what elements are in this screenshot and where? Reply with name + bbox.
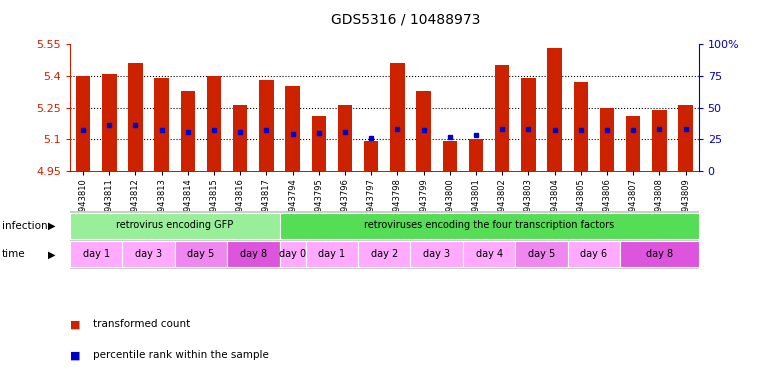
Bar [227,242,279,267]
Bar [306,242,358,267]
Text: day 5: day 5 [528,249,555,259]
Text: day 5: day 5 [187,249,215,259]
Bar [626,116,640,171]
Bar [175,242,227,267]
Bar [70,213,279,238]
Text: day 0: day 0 [279,249,306,259]
Bar [76,76,91,171]
Text: ■: ■ [70,350,81,360]
Text: day 3: day 3 [423,249,451,259]
Bar [70,242,123,267]
Bar [260,80,274,171]
Text: ▶: ▶ [48,220,56,231]
Bar [547,48,562,171]
Bar [574,82,588,171]
Bar [279,213,699,238]
Text: time: time [2,249,25,260]
Text: percentile rank within the sample: percentile rank within the sample [93,350,269,360]
Bar [338,106,352,171]
Bar [678,106,693,171]
Text: GDS5316 / 10488973: GDS5316 / 10488973 [331,13,480,27]
Bar [233,106,247,171]
Bar [521,78,536,171]
Bar [600,108,614,171]
Bar [207,76,221,171]
Bar [123,242,175,267]
Bar [416,91,431,171]
Bar [180,91,195,171]
Text: day 6: day 6 [581,249,607,259]
Bar [129,63,143,171]
Bar [154,78,169,171]
Bar [515,242,568,267]
Text: day 1: day 1 [83,249,110,259]
Text: day 4: day 4 [476,249,502,259]
Text: day 1: day 1 [318,249,345,259]
Bar [279,242,306,267]
Text: day 2: day 2 [371,249,398,259]
Bar [285,86,300,171]
Bar [469,139,483,171]
Bar [311,116,326,171]
Bar [102,74,116,171]
Bar [652,109,667,171]
Bar [495,65,509,171]
Bar [463,242,515,267]
Text: retrovirus encoding GFP: retrovirus encoding GFP [116,220,234,230]
Bar [410,242,463,267]
Text: infection: infection [2,220,47,231]
Bar [364,141,378,171]
Bar [620,242,699,267]
Text: retroviruses encoding the four transcription factors: retroviruses encoding the four transcrip… [364,220,614,230]
Bar [443,141,457,171]
Text: ■: ■ [70,319,81,329]
Text: day 8: day 8 [240,249,267,259]
Bar [568,242,620,267]
Text: day 3: day 3 [135,249,162,259]
Bar [390,63,405,171]
Text: day 8: day 8 [646,249,673,259]
Bar [358,242,410,267]
Text: transformed count: transformed count [93,319,190,329]
Text: ▶: ▶ [48,249,56,260]
